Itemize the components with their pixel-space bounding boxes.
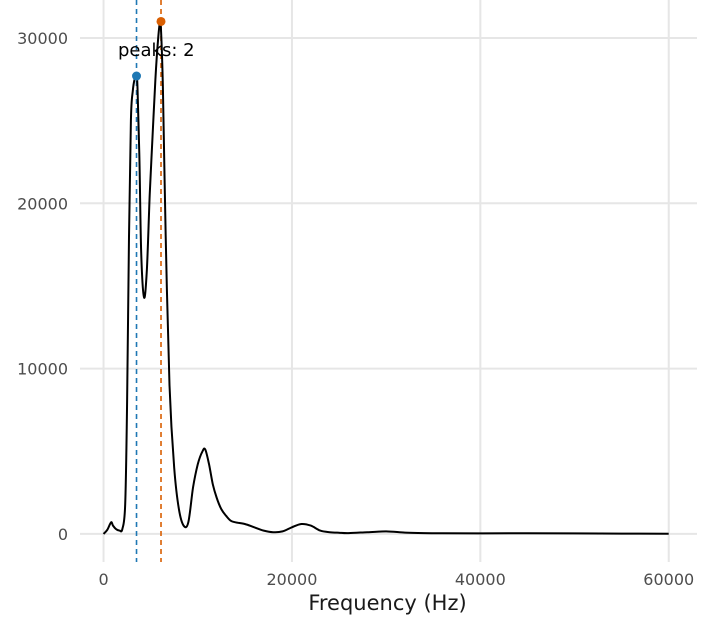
x-tick-label: 60000 xyxy=(643,570,694,589)
y-tick-label: 10000 xyxy=(17,360,68,379)
y-axis-ticks: 0 10000 20000 30000 xyxy=(17,29,68,544)
y-gridlines xyxy=(80,37,697,535)
peak-point xyxy=(156,16,166,26)
x-tick-label: 40000 xyxy=(455,570,506,589)
x-axis-title: Frequency (Hz) xyxy=(308,591,466,615)
x-axis-ticks: 0 20000 40000 60000 xyxy=(98,570,694,589)
peaks-count-annotation: peaks: 2 xyxy=(118,40,195,61)
y-tick-label: 30000 xyxy=(17,29,68,48)
x-tick-label: 0 xyxy=(98,570,108,589)
peak-point xyxy=(132,71,142,81)
y-tick-label: 20000 xyxy=(17,194,68,213)
spectrum-line xyxy=(102,19,669,535)
y-tick-label: 0 xyxy=(58,525,68,544)
x-tick-label: 20000 xyxy=(266,570,317,589)
x-gridlines xyxy=(102,0,670,562)
peak-marker-lines xyxy=(135,0,162,562)
peak-points xyxy=(132,16,166,81)
